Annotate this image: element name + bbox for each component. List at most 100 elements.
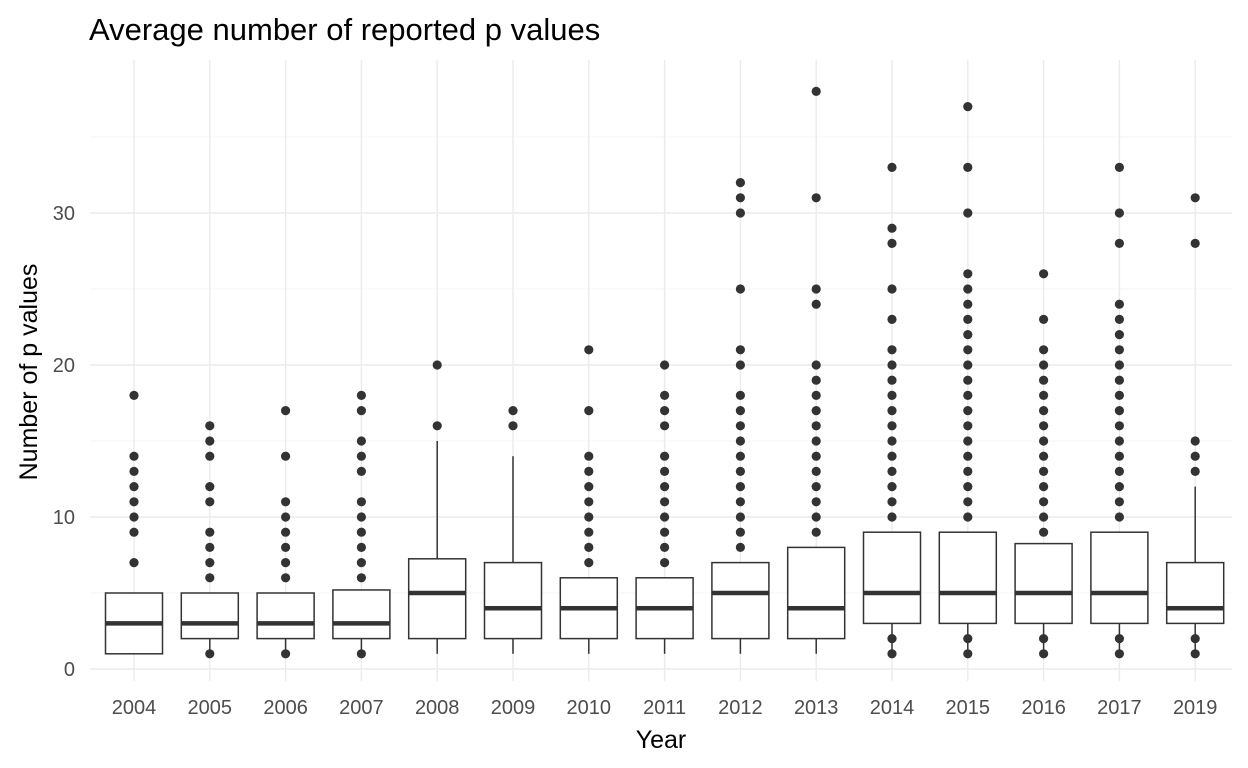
x-tick-label: 2016: [1021, 697, 1066, 719]
outlier-point: [1039, 649, 1049, 659]
outlier-point: [887, 421, 897, 431]
y-tick-label: 30: [53, 203, 75, 225]
box-group: [256, 406, 315, 659]
outlier-point: [811, 497, 821, 507]
x-axis-title: Year: [636, 726, 687, 754]
box-body: [938, 531, 998, 625]
outlier-point: [1039, 634, 1049, 644]
outlier-point: [811, 512, 821, 522]
outlier-point: [1190, 649, 1200, 659]
outlier-point: [1190, 451, 1200, 461]
x-tick-label: 2009: [491, 697, 536, 719]
outlier-point: [735, 497, 746, 507]
outlier-point: [811, 466, 821, 476]
outlier-point: [660, 482, 670, 492]
outlier-point: [129, 451, 139, 461]
outlier-point: [963, 162, 973, 172]
outlier-point: [1039, 512, 1049, 522]
outlier-point: [356, 466, 366, 476]
outlier-point: [1114, 360, 1124, 370]
x-tick-label: 2007: [339, 697, 384, 719]
box-group: [483, 406, 543, 654]
outlier-point: [963, 375, 973, 385]
box-layer: [104, 86, 1225, 659]
outlier-point: [205, 421, 215, 431]
outlier-point: [811, 527, 821, 537]
outlier-point: [205, 451, 215, 461]
outlier-point: [1114, 345, 1124, 355]
x-tick-label: 2017: [1097, 697, 1142, 719]
outlier-point: [811, 360, 821, 370]
box-group: [332, 390, 391, 659]
chart-title: Average number of reported p values: [89, 12, 600, 47]
y-axis-title: Number of p values: [15, 264, 43, 481]
outlier-point: [1114, 314, 1124, 324]
outlier-point: [735, 345, 746, 355]
outlier-point: [811, 436, 821, 446]
outlier-point: [281, 649, 291, 659]
outlier-point: [1039, 527, 1049, 537]
outlier-point: [887, 238, 897, 248]
outlier-point: [735, 390, 746, 400]
outlier-point: [281, 573, 291, 583]
box-group: [862, 162, 922, 659]
box-body: [407, 558, 467, 640]
x-tick-label: 2011: [643, 697, 686, 719]
outlier-point: [205, 527, 215, 537]
outlier-point: [584, 497, 594, 507]
outlier-point: [660, 497, 670, 507]
outlier-point: [584, 527, 594, 537]
box-group: [635, 360, 694, 654]
outlier-point: [887, 634, 897, 644]
box-group: [559, 345, 619, 654]
outlier-point: [1190, 634, 1200, 644]
outlier-point: [1114, 375, 1124, 385]
outlier-point: [887, 466, 897, 476]
box-group: [104, 390, 164, 655]
outlier-point: [281, 406, 291, 416]
box-body: [711, 561, 770, 640]
outlier-point: [963, 345, 973, 355]
outlier-point: [356, 512, 366, 522]
outlier-point: [735, 284, 746, 294]
outlier-point: [281, 512, 291, 522]
outlier-point: [660, 527, 670, 537]
outlier-point: [356, 497, 366, 507]
box-body: [483, 561, 543, 640]
outlier-point: [1039, 451, 1049, 461]
box-body: [332, 589, 391, 640]
outlier-point: [963, 330, 973, 340]
outlier-point: [735, 466, 746, 476]
outlier-point: [1114, 451, 1124, 461]
outlier-point: [508, 406, 518, 416]
outlier-point: [205, 497, 215, 507]
outlier-point: [660, 406, 670, 416]
outlier-point: [887, 390, 897, 400]
outlier-point: [1039, 421, 1049, 431]
outlier-point: [660, 512, 670, 522]
outlier-point: [281, 497, 291, 507]
outlier-point: [129, 512, 139, 522]
outlier-point: [735, 482, 746, 492]
x-tick-labels: 2004 2005 2006 2007 2008 2009 2010 2011 2012 2013…: [112, 697, 1218, 719]
box-body: [256, 592, 315, 640]
outlier-point: [508, 421, 518, 431]
outlier-point: [660, 558, 670, 568]
outlier-point: [887, 512, 897, 522]
outlier-point: [1114, 649, 1124, 659]
box-group: [786, 86, 846, 654]
outlier-point: [887, 223, 897, 233]
x-tick-label: 2013: [794, 697, 839, 719]
box-body: [1014, 542, 1073, 625]
outlier-point: [1114, 162, 1124, 172]
outlier-point: [1039, 497, 1049, 507]
outlier-point: [1190, 238, 1200, 248]
outlier-point: [1039, 482, 1049, 492]
outlier-point: [887, 406, 897, 416]
y-tick-labels: 0 10 20 30: [53, 203, 75, 681]
outlier-point: [963, 406, 973, 416]
outlier-point: [963, 390, 973, 400]
box-group: [938, 102, 998, 659]
